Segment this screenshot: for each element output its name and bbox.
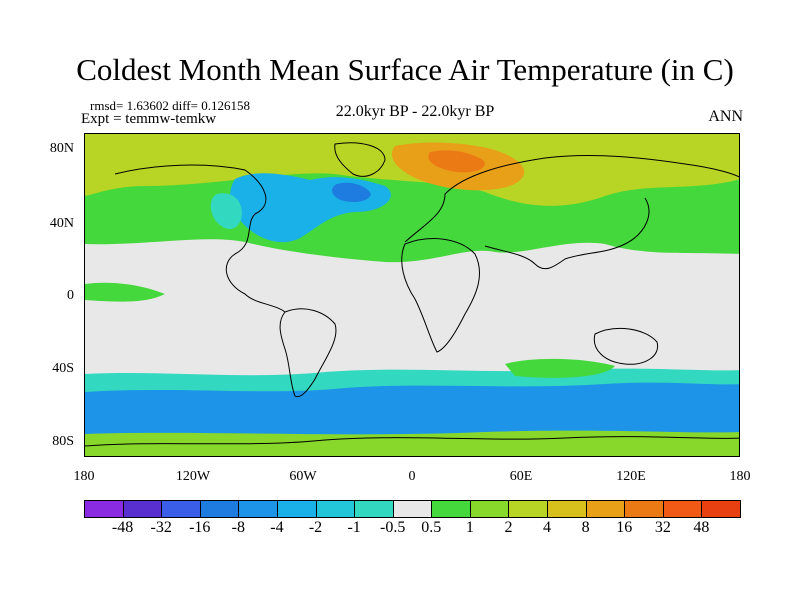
- colorbar-swatch: [122, 500, 163, 518]
- colorbar-label: 8: [581, 519, 590, 536]
- coast-africa: [401, 238, 481, 353]
- colorbar-swatch: [431, 500, 471, 518]
- experiment-line: Expt = temmw-temkw: [81, 111, 217, 127]
- colorbar-swatch: [315, 500, 356, 518]
- colorbar-label: -2: [308, 519, 323, 536]
- colorbar-label: -48: [111, 519, 134, 536]
- colorbar-label: -8: [231, 519, 245, 536]
- colorbar-swatch: [701, 500, 741, 518]
- season-label: ANN: [708, 108, 743, 125]
- colorbar-swatch: [469, 500, 510, 518]
- coast-australia: [593, 328, 659, 365]
- colorbar-swatch: [199, 500, 240, 518]
- colorbar-swatch: [354, 500, 394, 518]
- colorbar-label: 48: [693, 519, 710, 536]
- chart-title: Coldest Month Mean Surface Air Temperatu…: [76, 52, 734, 87]
- coast-south-america: [279, 308, 337, 398]
- colorbar-swatch: [238, 500, 278, 518]
- colorbar-swatch: [547, 500, 587, 518]
- colorbar-label: 4: [543, 519, 552, 536]
- colorbar-swatch: [624, 500, 664, 518]
- colorbar-label: -1: [347, 519, 361, 536]
- coast-eurasia: [404, 155, 739, 270]
- lat-tick-40s: 40S: [52, 361, 74, 376]
- field-green-antarctic: [85, 430, 739, 456]
- colorbar-label: -16: [189, 519, 211, 536]
- lon-tick-180w: 180: [73, 469, 95, 484]
- colorbar-swatch: [276, 500, 317, 518]
- lon-tick-120e: 120E: [616, 469, 646, 484]
- colorbar-swatch: [662, 500, 703, 518]
- stats-line: rmsd= 1.63602 diff= 0.126158: [90, 98, 250, 113]
- temperature-map: [85, 134, 739, 456]
- field-darkorange-eurasia: [428, 150, 485, 173]
- lat-tick-0: 0: [67, 288, 74, 303]
- colorbar-label: 16: [616, 519, 633, 536]
- lat-tick-40n: 40N: [49, 216, 74, 231]
- colorbar-label: 1: [465, 519, 474, 536]
- colorbar-label: 32: [654, 519, 671, 536]
- coast-antarctica: [85, 436, 739, 447]
- lon-tick-120w: 120W: [175, 469, 211, 484]
- lon-tick-0: 0: [408, 469, 416, 484]
- lat-tick-80n: 80N: [49, 141, 74, 156]
- field-lightblue-south: [85, 382, 739, 438]
- colorbar-label: 0.5: [421, 519, 442, 536]
- colorbar-swatch: [84, 500, 124, 518]
- lon-tick-60w: 60W: [289, 469, 317, 484]
- field-green-south-patch: [505, 358, 615, 378]
- colorbar-swatch: [161, 500, 201, 518]
- period-label: 22.0kyr BP - 22.0kyr BP: [335, 103, 495, 120]
- lon-tick-180e: 180: [729, 469, 751, 484]
- lon-tick-60e: 60E: [509, 469, 533, 484]
- colorbar-label: -32: [150, 519, 172, 536]
- colorbar-label: -4: [270, 519, 284, 536]
- colorbar-swatch: [392, 500, 433, 518]
- colorbar-swatch: [508, 500, 549, 518]
- coast-greenland: [334, 142, 386, 177]
- coast-north-america: [114, 164, 286, 313]
- colorbar-swatch: [585, 500, 626, 518]
- map-panel: [84, 133, 740, 457]
- colorbar-label: 2: [504, 519, 513, 536]
- lat-tick-80s: 80S: [52, 434, 74, 449]
- colorbar-label: -0.5: [380, 519, 406, 536]
- field-cyan-atlantic: [210, 193, 242, 230]
- field-darkblue-atlantic: [332, 182, 371, 202]
- field-green-tropics: [85, 282, 165, 302]
